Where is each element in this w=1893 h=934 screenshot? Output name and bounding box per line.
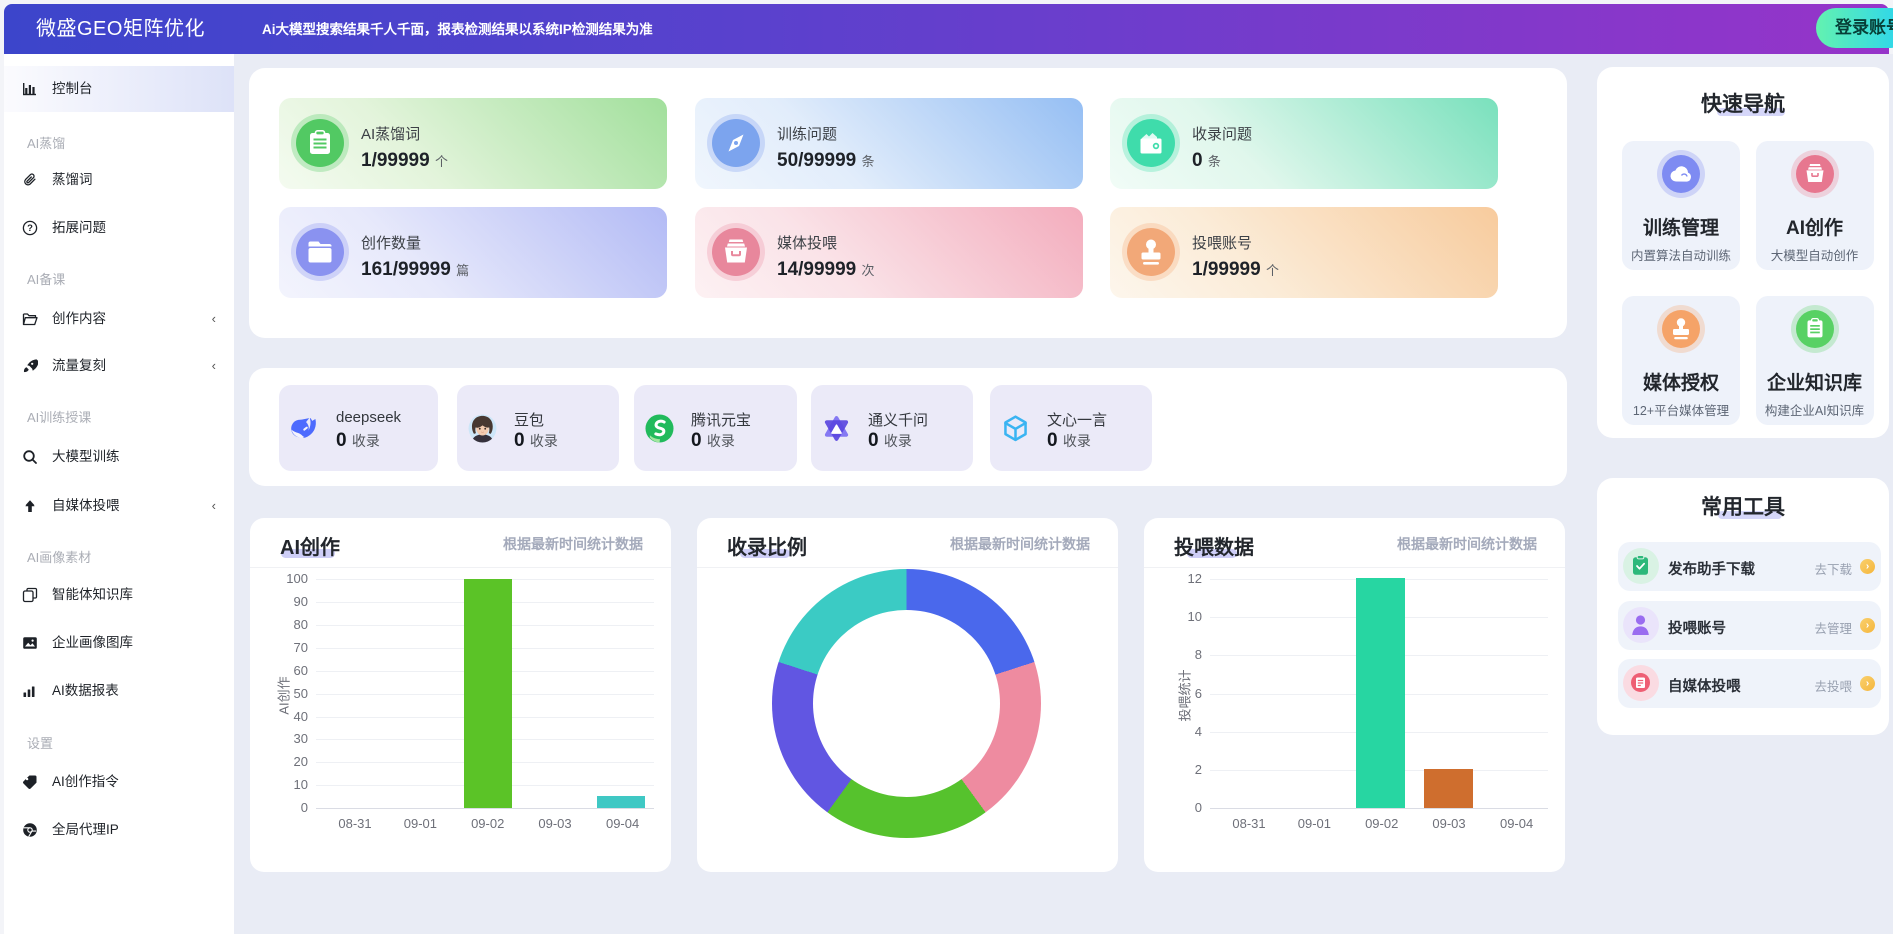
svg-text:?: ? [27, 223, 33, 234]
